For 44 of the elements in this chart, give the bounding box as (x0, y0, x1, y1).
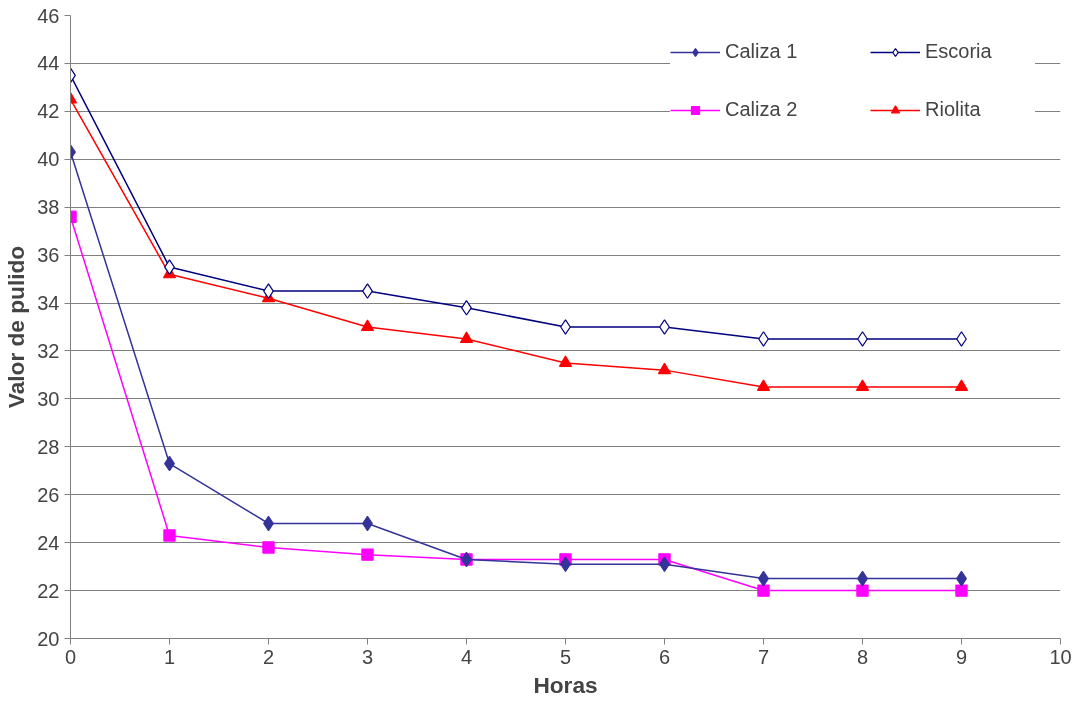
y-tick-label: 44 (37, 52, 60, 75)
x-tick-label: 2 (262, 645, 275, 668)
y-tick-label: 20 (37, 627, 60, 650)
x-tick-label: 6 (658, 645, 671, 668)
y-tick-label: 38 (37, 196, 60, 219)
x-tick-label: 0 (64, 645, 77, 668)
y-tick-label: 26 (37, 483, 60, 506)
x-tick-label: 10 (1049, 645, 1072, 668)
point (856, 584, 869, 597)
point (459, 331, 474, 344)
point (558, 355, 573, 368)
x-tick-label: 5 (559, 645, 572, 668)
y-tick-label: 24 (37, 531, 60, 554)
x-tick-label: 4 (460, 645, 473, 668)
legend-label: Escoria (925, 40, 993, 63)
point (361, 548, 374, 561)
x-tick-label: 1 (163, 645, 176, 668)
y-axis-title: Valor de pulido (3, 245, 30, 409)
x-axis-title: Horas (533, 671, 598, 698)
point (954, 379, 969, 391)
legend-label: Caliza 2 (725, 98, 799, 121)
point (262, 541, 275, 554)
y-tick-label: 28 (37, 435, 60, 458)
point (855, 379, 870, 391)
y-tick-label: 30 (37, 387, 60, 410)
y-tick-label: 42 (37, 100, 60, 123)
y-tick-label: 34 (37, 292, 60, 315)
legend-label: Riolita (925, 98, 982, 121)
x-tick-label: 7 (757, 645, 770, 668)
y-tick-label: 36 (37, 244, 60, 267)
x-tick-label: 8 (856, 645, 869, 668)
x-tick-label: 9 (955, 645, 968, 668)
y-tick-label: 32 (37, 339, 60, 362)
point (657, 362, 672, 375)
point (757, 584, 770, 597)
point (955, 584, 968, 597)
y-tick-label: 22 (37, 579, 60, 602)
point (163, 529, 176, 542)
point (360, 319, 375, 332)
y-tick-label: 46 (37, 4, 60, 27)
y-tick-label: 40 (37, 148, 60, 171)
legend-label: Caliza 1 (725, 40, 799, 63)
point (756, 379, 771, 391)
x-tick-label: 3 (361, 645, 374, 668)
